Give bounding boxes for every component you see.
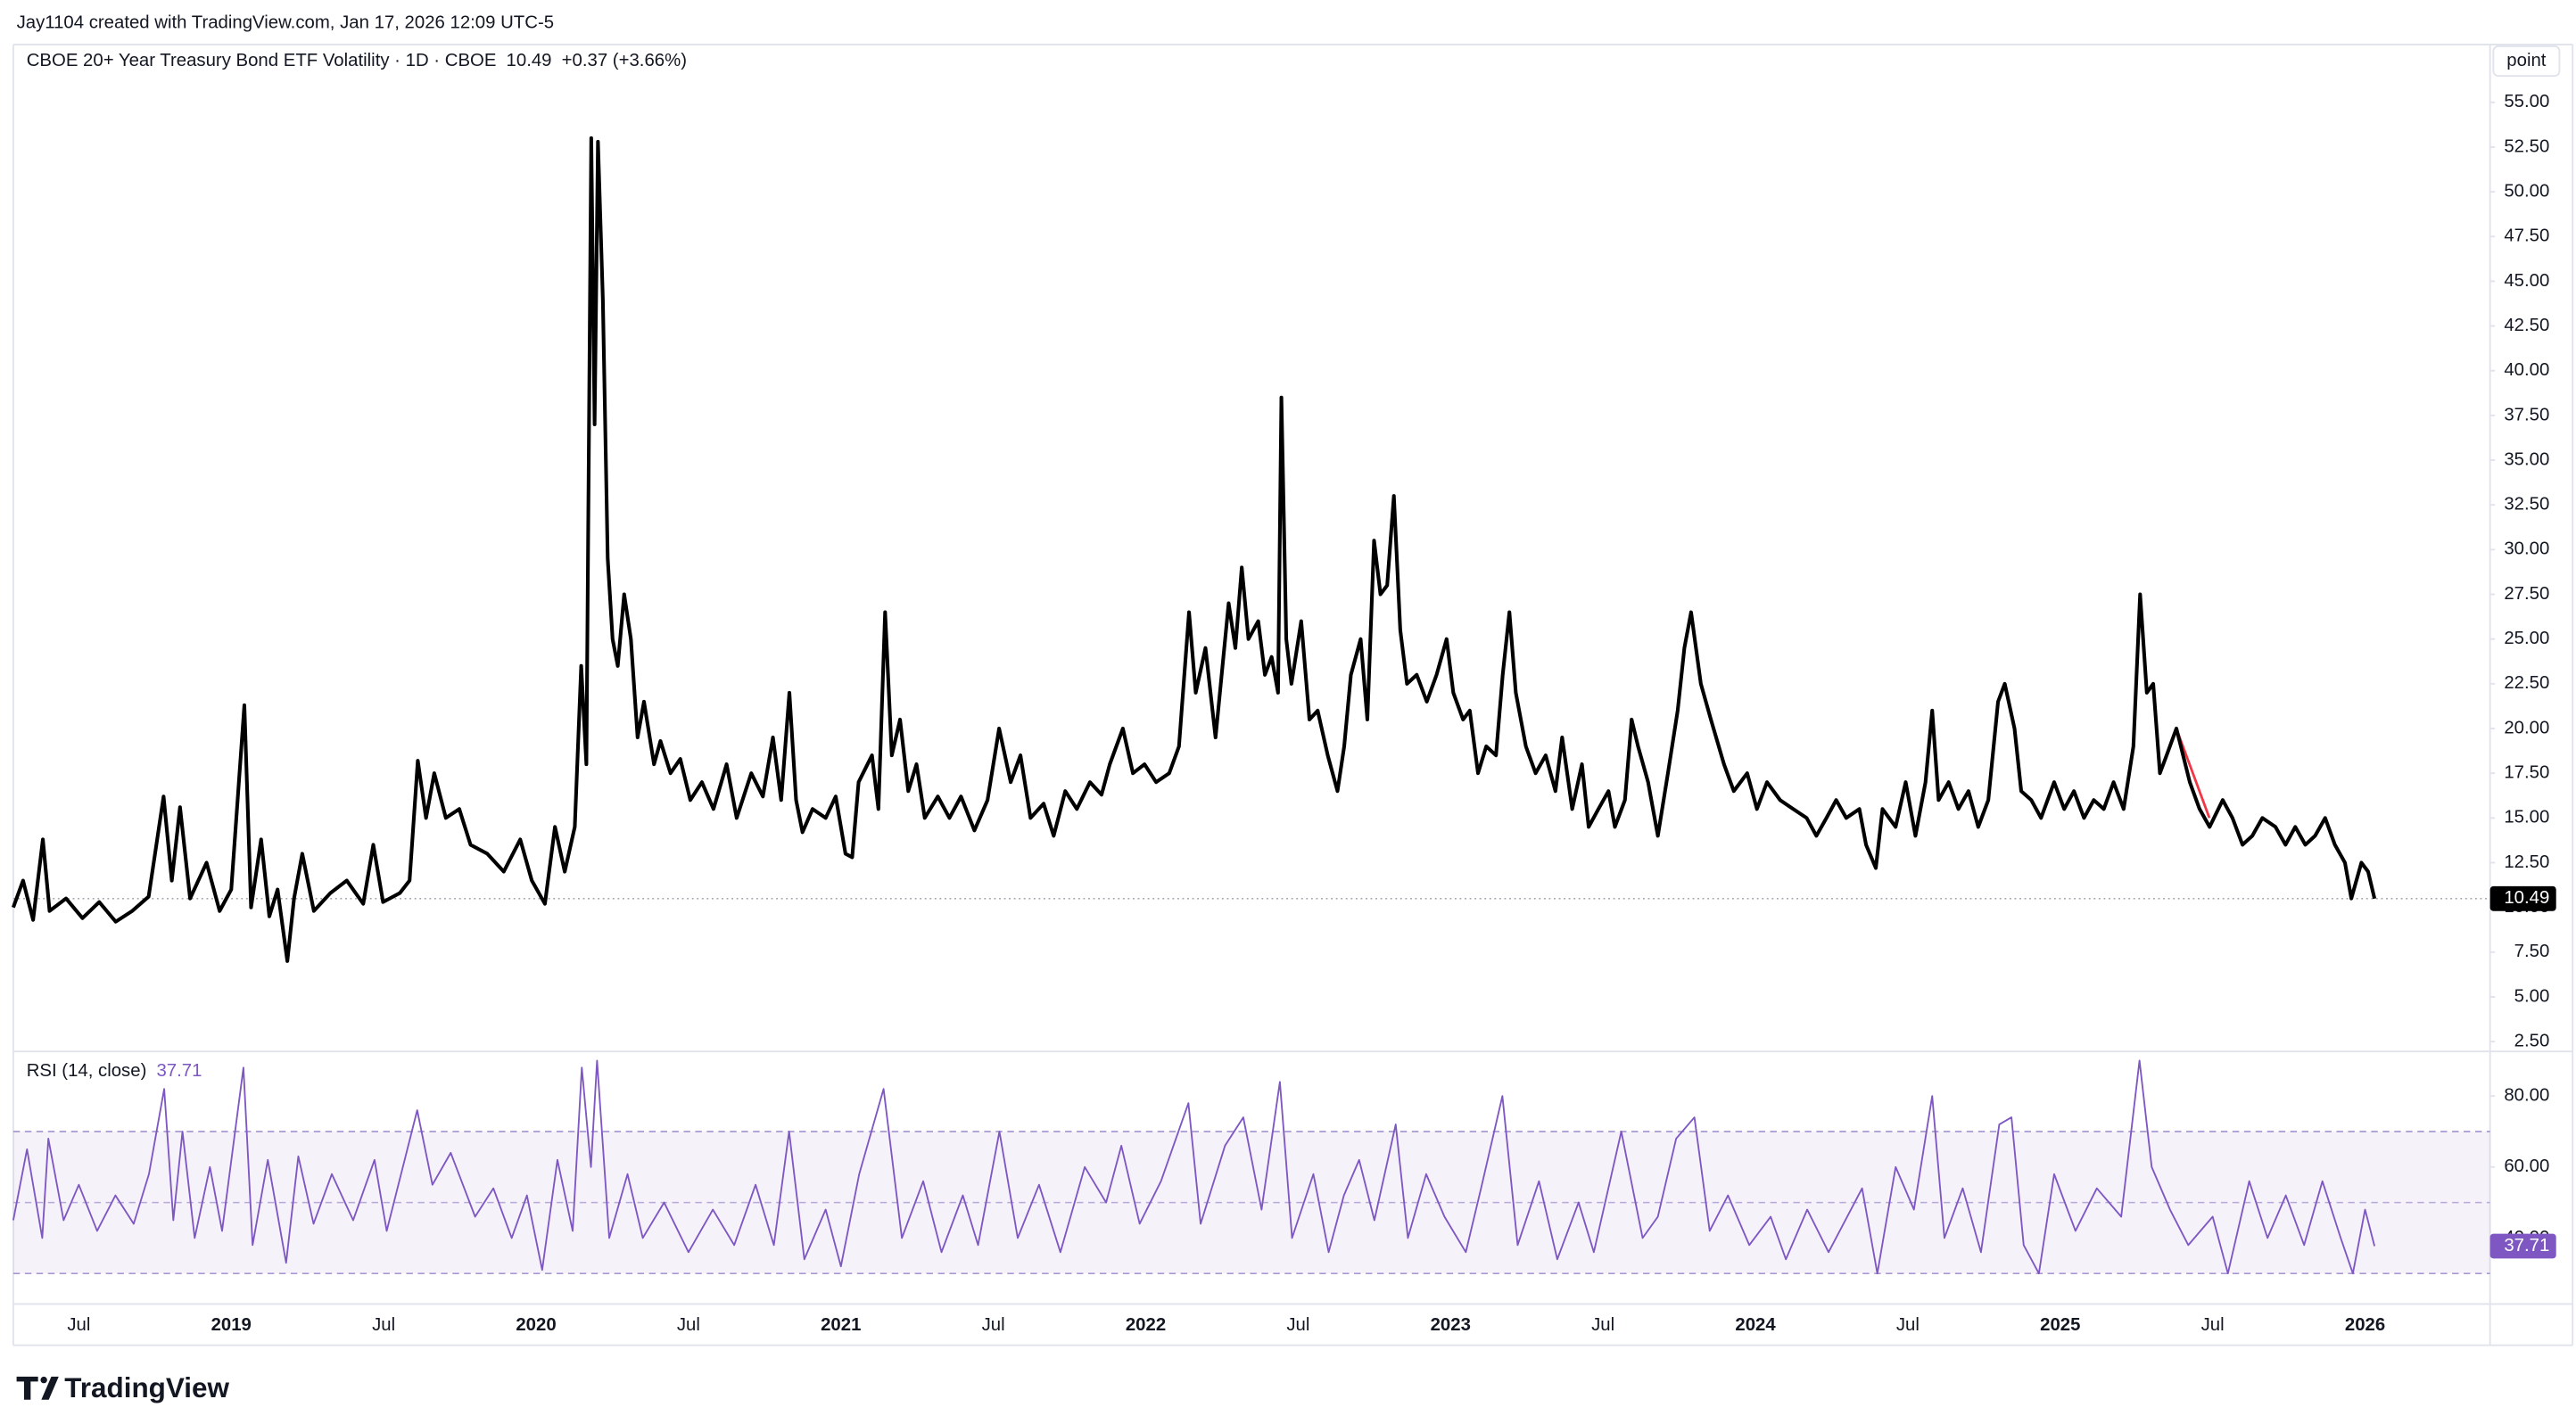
y-tick-label: 47.50 [2504,226,2549,246]
y-tick-label: 12.50 [2504,852,2549,872]
rsi-title: RSI (14, close) [27,1061,147,1081]
y-tick-label: 32.50 [2504,495,2549,514]
x-tick-label: Jul [1591,1315,1614,1335]
series-line [11,136,2377,963]
rsi-legend-value: 37.71 [156,1061,202,1081]
x-tick-label: 2021 [821,1315,861,1335]
y-tick-label: 22.50 [2504,673,2549,693]
last-value-label: 10.49 [2504,888,2549,908]
y-tick-label: 17.50 [2504,763,2549,783]
y-tick-label: 37.50 [2504,405,2549,424]
y-tick-label: 42.50 [2504,316,2549,335]
series-line [12,1059,2376,1275]
y-tick-label: 15.00 [2504,808,2549,827]
x-tick-label: Jul [982,1315,1005,1335]
last-value-box [2489,885,2556,911]
y-tick-label: 20.00 [2504,718,2549,737]
x-tick-label: 2022 [1126,1315,1166,1335]
x-tick-label: Jul [2201,1315,2225,1335]
y-tick-label: 40.00 [2504,360,2549,380]
legend-close: 10.49 [507,51,552,70]
attribution: Jay1104 created with TradingView.com, Ja… [17,12,554,32]
unit-box[interactable] [2492,45,2561,78]
y-tick-label: 52.50 [2504,136,2549,156]
y-tick-label: 30.00 [2504,539,2549,559]
y-tick-label: 25.00 [2504,629,2549,648]
logo-dot [40,1376,47,1384]
y-tick-label: 5.00 [2514,986,2550,1006]
y-tick-label: 80.00 [2504,1086,2549,1106]
y-tick-label: 7.50 [2514,942,2550,961]
x-tick-label: 2023 [1431,1315,1471,1335]
y-tick-label: 2.50 [2514,1031,2550,1050]
x-tick-label: Jul [1286,1315,1309,1335]
logo-mark [41,1376,59,1400]
y-tick-label: 27.50 [2504,584,2549,604]
main-legend: CBOE 20+ Year Treasury Bond ETF Volatili… [27,51,687,70]
y-tick-label: 45.00 [2504,271,2549,291]
x-tick-label: 2019 [211,1315,252,1335]
y-tick-label: 60.00 [2504,1156,2549,1176]
series-title: CBOE 20+ Year Treasury Bond ETF Volatili… [27,51,497,70]
y-tick-label: 55.00 [2504,92,2549,111]
x-tick-label: Jul [1896,1315,1920,1335]
last-value-box [2489,1233,2556,1259]
x-tick-label: 2025 [2040,1315,2080,1335]
x-tick-label: 2024 [1735,1315,1776,1335]
x-tick-label: Jul [67,1315,90,1335]
x-tick-label: Jul [372,1315,395,1335]
y-tick-label: 35.00 [2504,449,2549,469]
brand-logo: TradingView [16,1372,230,1403]
legend-change: +0.37 (+3.66%) [562,51,687,70]
brand-name: TradingView [64,1372,229,1403]
x-tick-label: 2026 [2345,1315,2385,1335]
unit-label: point [2506,51,2546,70]
y-tick-label: 50.00 [2504,181,2549,201]
x-tick-label: 2020 [516,1315,556,1335]
logo-mark [16,1376,38,1400]
x-tick-label: Jul [677,1315,700,1335]
last-value-label: 37.71 [2504,1236,2549,1255]
